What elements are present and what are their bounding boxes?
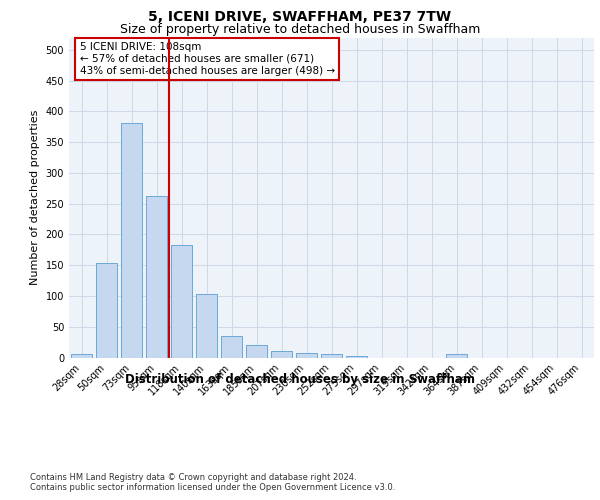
Bar [221,336,242,357]
Text: Contains HM Land Registry data © Crown copyright and database right 2024.
Contai: Contains HM Land Registry data © Crown c… [30,472,395,492]
Bar [296,352,317,358]
Text: Distribution of detached houses by size in Swaffham: Distribution of detached houses by size … [125,372,475,386]
Y-axis label: Number of detached properties: Number of detached properties [30,110,40,285]
Bar [146,196,167,358]
Text: 5, ICENI DRIVE, SWAFFHAM, PE37 7TW: 5, ICENI DRIVE, SWAFFHAM, PE37 7TW [148,10,452,24]
Text: Size of property relative to detached houses in Swaffham: Size of property relative to detached ho… [120,22,480,36]
Bar [271,352,292,358]
Bar [446,354,467,358]
Bar [71,354,92,358]
Bar [346,356,367,358]
Bar [171,245,192,358]
Bar [96,264,117,358]
Bar [246,345,267,358]
Bar [121,123,142,358]
Bar [196,294,217,358]
Text: 5 ICENI DRIVE: 108sqm
← 57% of detached houses are smaller (671)
43% of semi-det: 5 ICENI DRIVE: 108sqm ← 57% of detached … [79,42,335,76]
Bar [321,354,342,358]
